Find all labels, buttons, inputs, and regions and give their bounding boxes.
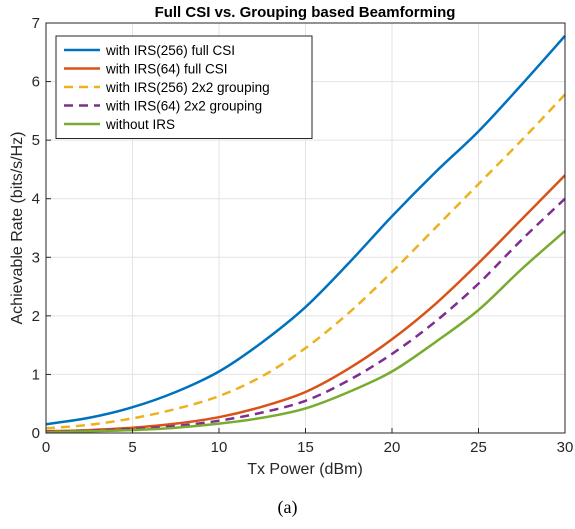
- x-tick-label: 5: [128, 439, 136, 456]
- x-tick-label: 10: [211, 439, 228, 456]
- y-tick-label: 4: [32, 191, 40, 208]
- x-tick-label: 25: [470, 439, 487, 456]
- y-tick-label: 3: [32, 249, 40, 266]
- y-tick-label: 7: [32, 15, 40, 32]
- series-line-with-irs-256-2x2-grouping: [45, 93, 566, 430]
- series-line-with-irs-64-full-csi: [45, 174, 566, 433]
- x-tick-label: 15: [297, 439, 314, 456]
- y-tick-label: 1: [32, 366, 40, 383]
- axis-ticks: 0 5 10 15 20 25 30 0 1 2 3 4 5 6 7: [32, 15, 574, 456]
- x-tick-label: 20: [384, 439, 401, 456]
- legend-label: with IRS(64) 2x2 grouping: [105, 99, 262, 114]
- y-tick-label: 2: [32, 308, 40, 325]
- series-line-with-irs-64-2x2-grouping: [45, 197, 566, 434]
- figure-caption: (a): [277, 497, 298, 517]
- legend: with IRS(256) full CSI with IRS(64) full …: [55, 35, 313, 139]
- x-axis-label: Tx Power (dBm): [247, 461, 363, 478]
- chart-title: Full CSI vs. Grouping based Beamforming: [155, 4, 456, 21]
- series-line-with-irs-256-full-csi: [45, 35, 566, 426]
- legend-label: without IRS: [105, 117, 175, 132]
- y-tick-label: 6: [32, 74, 40, 91]
- y-axis-label: Achievable Rate (bits/s/Hz): [9, 132, 26, 325]
- y-tick-label: 0: [32, 425, 40, 442]
- y-tick-label: 5: [32, 132, 40, 149]
- legend-label: with IRS(256) 2x2 grouping: [105, 80, 270, 95]
- x-tick-label: 30: [557, 439, 574, 456]
- x-tick-label: 0: [42, 439, 50, 456]
- legend-label: with IRS(256) full CSI: [105, 43, 235, 58]
- legend-label: with IRS(64) full CSI: [105, 62, 228, 77]
